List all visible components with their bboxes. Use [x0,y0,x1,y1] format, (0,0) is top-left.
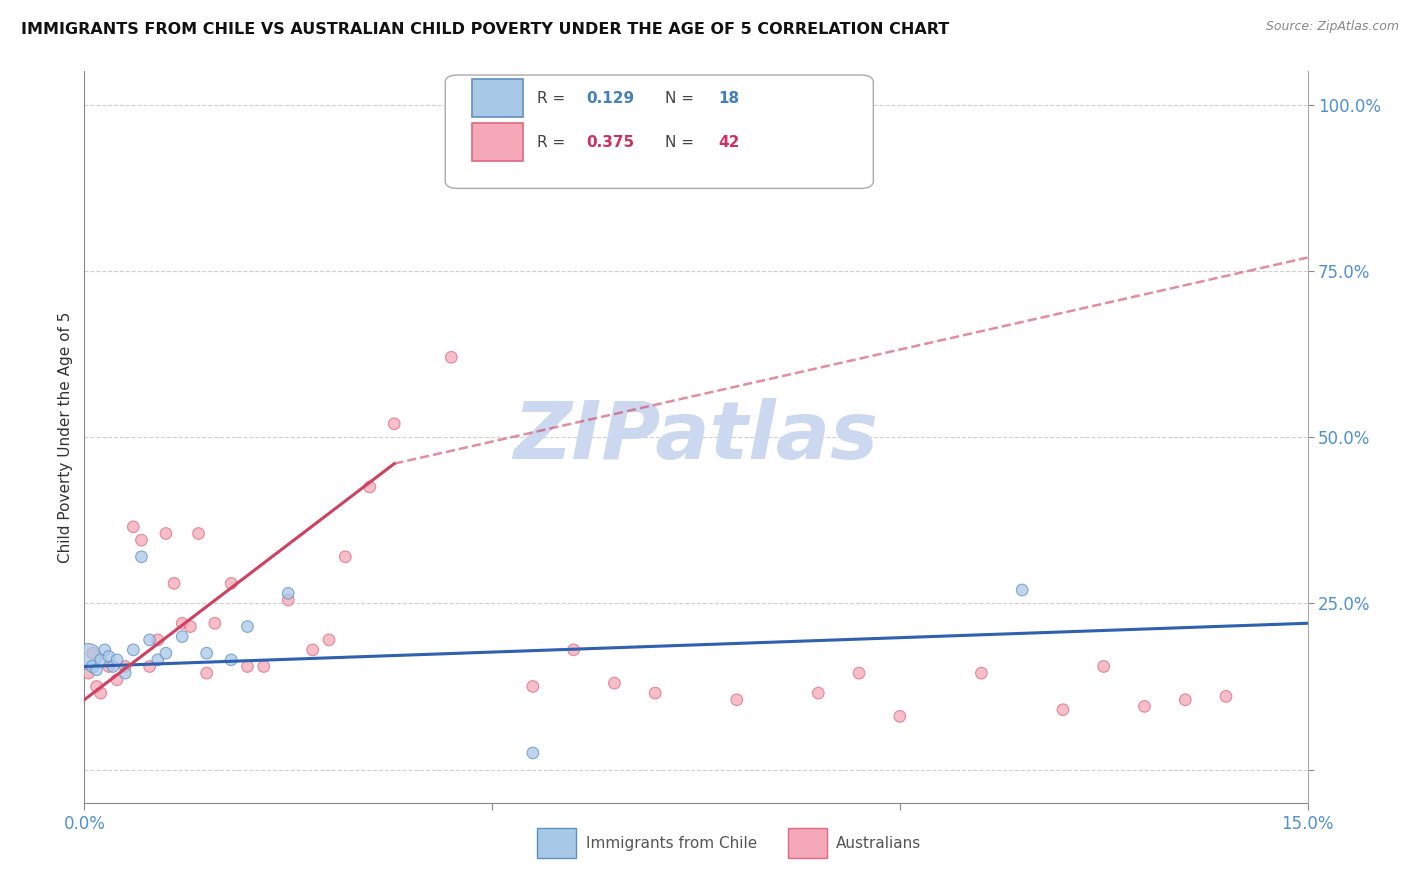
Text: N =: N = [665,91,699,106]
Point [382,417,405,431]
Point [1092,659,1115,673]
Point [86,663,108,677]
Point [131,549,153,564]
Text: Australians: Australians [835,836,921,851]
Point [155,646,177,660]
Text: 0.129: 0.129 [586,91,634,106]
FancyBboxPatch shape [787,829,827,858]
Point [318,632,340,647]
Point [359,480,381,494]
Point [195,646,218,660]
Text: IMMIGRANTS FROM CHILE VS AUSTRALIAN CHILD POVERTY UNDER THE AGE OF 5 CORRELATION: IMMIGRANTS FROM CHILE VS AUSTRALIAN CHIL… [21,22,949,37]
FancyBboxPatch shape [472,123,523,161]
Point [122,520,145,534]
Point [82,646,104,660]
Point [105,653,128,667]
Text: R =: R = [537,91,569,106]
Point [522,746,544,760]
Text: 18: 18 [718,91,740,106]
Point [195,666,218,681]
Point [172,616,194,631]
FancyBboxPatch shape [472,79,523,118]
Point [253,659,276,673]
Point [97,649,120,664]
Point [90,653,112,667]
Point [187,526,209,541]
Point [179,619,201,633]
Point [1174,692,1197,706]
Point [204,616,226,631]
Point [807,686,830,700]
Point [131,533,153,548]
Point [644,686,666,700]
Point [1215,690,1237,704]
Point [146,632,169,647]
Point [219,653,242,667]
Point [93,643,117,657]
Text: 0.375: 0.375 [586,135,634,150]
Point [114,666,136,681]
Point [101,659,124,673]
Point [77,666,100,681]
Point [277,586,299,600]
Point [138,659,160,673]
Point [90,686,112,700]
FancyBboxPatch shape [446,75,873,188]
Point [236,619,259,633]
Point [236,659,259,673]
Point [146,653,169,667]
Point [105,673,128,687]
Point [889,709,911,723]
Point [138,632,160,647]
Point [155,526,177,541]
Text: Immigrants from Chile: Immigrants from Chile [586,836,756,851]
Point [1052,703,1074,717]
Point [301,643,323,657]
Point [440,351,463,365]
Point [122,643,145,657]
Y-axis label: Child Poverty Under the Age of 5: Child Poverty Under the Age of 5 [58,311,73,563]
Point [114,659,136,673]
Point [277,593,299,607]
Point [603,676,626,690]
Point [335,549,357,564]
Point [172,630,194,644]
Text: R =: R = [537,135,569,150]
Point [97,659,120,673]
Point [86,680,108,694]
Point [77,649,100,664]
Text: ZIPatlas: ZIPatlas [513,398,879,476]
Point [848,666,870,681]
Point [725,692,748,706]
Point [163,576,186,591]
Text: Source: ZipAtlas.com: Source: ZipAtlas.com [1265,20,1399,33]
Point [219,576,242,591]
Point [970,666,993,681]
Point [522,680,544,694]
Text: N =: N = [665,135,699,150]
Point [1011,582,1033,597]
FancyBboxPatch shape [537,829,576,858]
Point [1133,699,1156,714]
Point [562,643,585,657]
Point [82,659,104,673]
Text: 42: 42 [718,135,740,150]
